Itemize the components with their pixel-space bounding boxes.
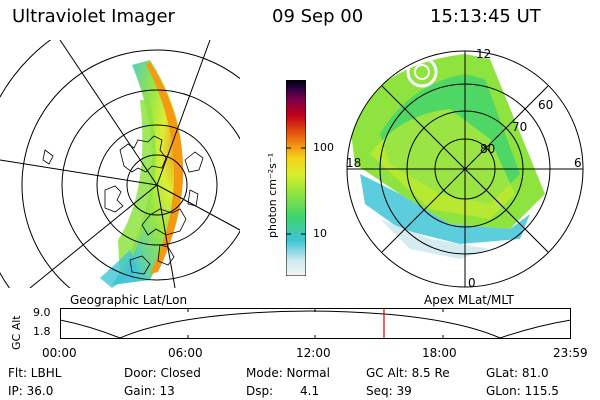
aurora-bright-arc [146, 62, 184, 274]
altitude-curve [60, 310, 572, 339]
x-tick-0: 00:00 [42, 346, 77, 360]
app-title: Ultraviolet Imager [12, 6, 175, 27]
status-gc-alt: GC Alt: 8.5 Re [366, 366, 450, 380]
status-glat: GLat: 81.0 [486, 366, 549, 380]
ring-label-80: 80 [480, 142, 496, 156]
date-label: 09 Sep 00 [272, 6, 364, 27]
status-mode: Mode: Normal [246, 366, 330, 380]
time-label: 15:13:45 UT [430, 6, 541, 27]
alt-plot-ymin: 1.8 [33, 325, 51, 338]
left-map-caption: Geographic Lat/Lon [70, 293, 188, 307]
mlt-label-6: 6 [574, 156, 582, 170]
colorbar-unit-label: photon cm⁻²s⁻¹ [266, 152, 279, 238]
coastline-outlines [42, 135, 204, 275]
x-tick-4: 23:59 [553, 346, 588, 360]
ring-label-70: 70 [512, 120, 528, 134]
mlt-label-12: 12 [476, 47, 492, 61]
alt-plot-ylabel: GC Alt [10, 315, 23, 350]
right-map-caption: Apex MLat/MLT [424, 293, 514, 307]
status-filter: Flt: LBHL [8, 366, 62, 380]
status-ip: IP: 36.0 [8, 384, 54, 398]
mlt-label-18: 18 [346, 156, 362, 170]
colorbar [285, 79, 307, 277]
status-dsp-label: Dsp: [246, 384, 274, 398]
x-tick-3: 18:00 [422, 346, 457, 360]
status-glon: GLon: 115.5 [486, 384, 559, 398]
status-gain: Gain: 13 [124, 384, 175, 398]
ring-label-60: 60 [538, 98, 554, 112]
status-dsp-value: 4.1 [300, 384, 320, 398]
status-seq: Seq: 39 [366, 384, 412, 398]
x-tick-1: 06:00 [168, 346, 203, 360]
alt-plot-ymax: 9.0 [33, 306, 51, 319]
colorbar-tick-10: 10 [313, 227, 327, 240]
geographic-map [0, 40, 240, 288]
status-door: Door: Closed [124, 366, 201, 380]
mlt-label-0: 0 [468, 276, 476, 290]
colorbar-tick-100: 100 [313, 141, 334, 154]
altitude-plot [60, 308, 572, 339]
polar-mlt-plot [346, 50, 584, 288]
x-tick-2: 12:00 [296, 346, 331, 360]
